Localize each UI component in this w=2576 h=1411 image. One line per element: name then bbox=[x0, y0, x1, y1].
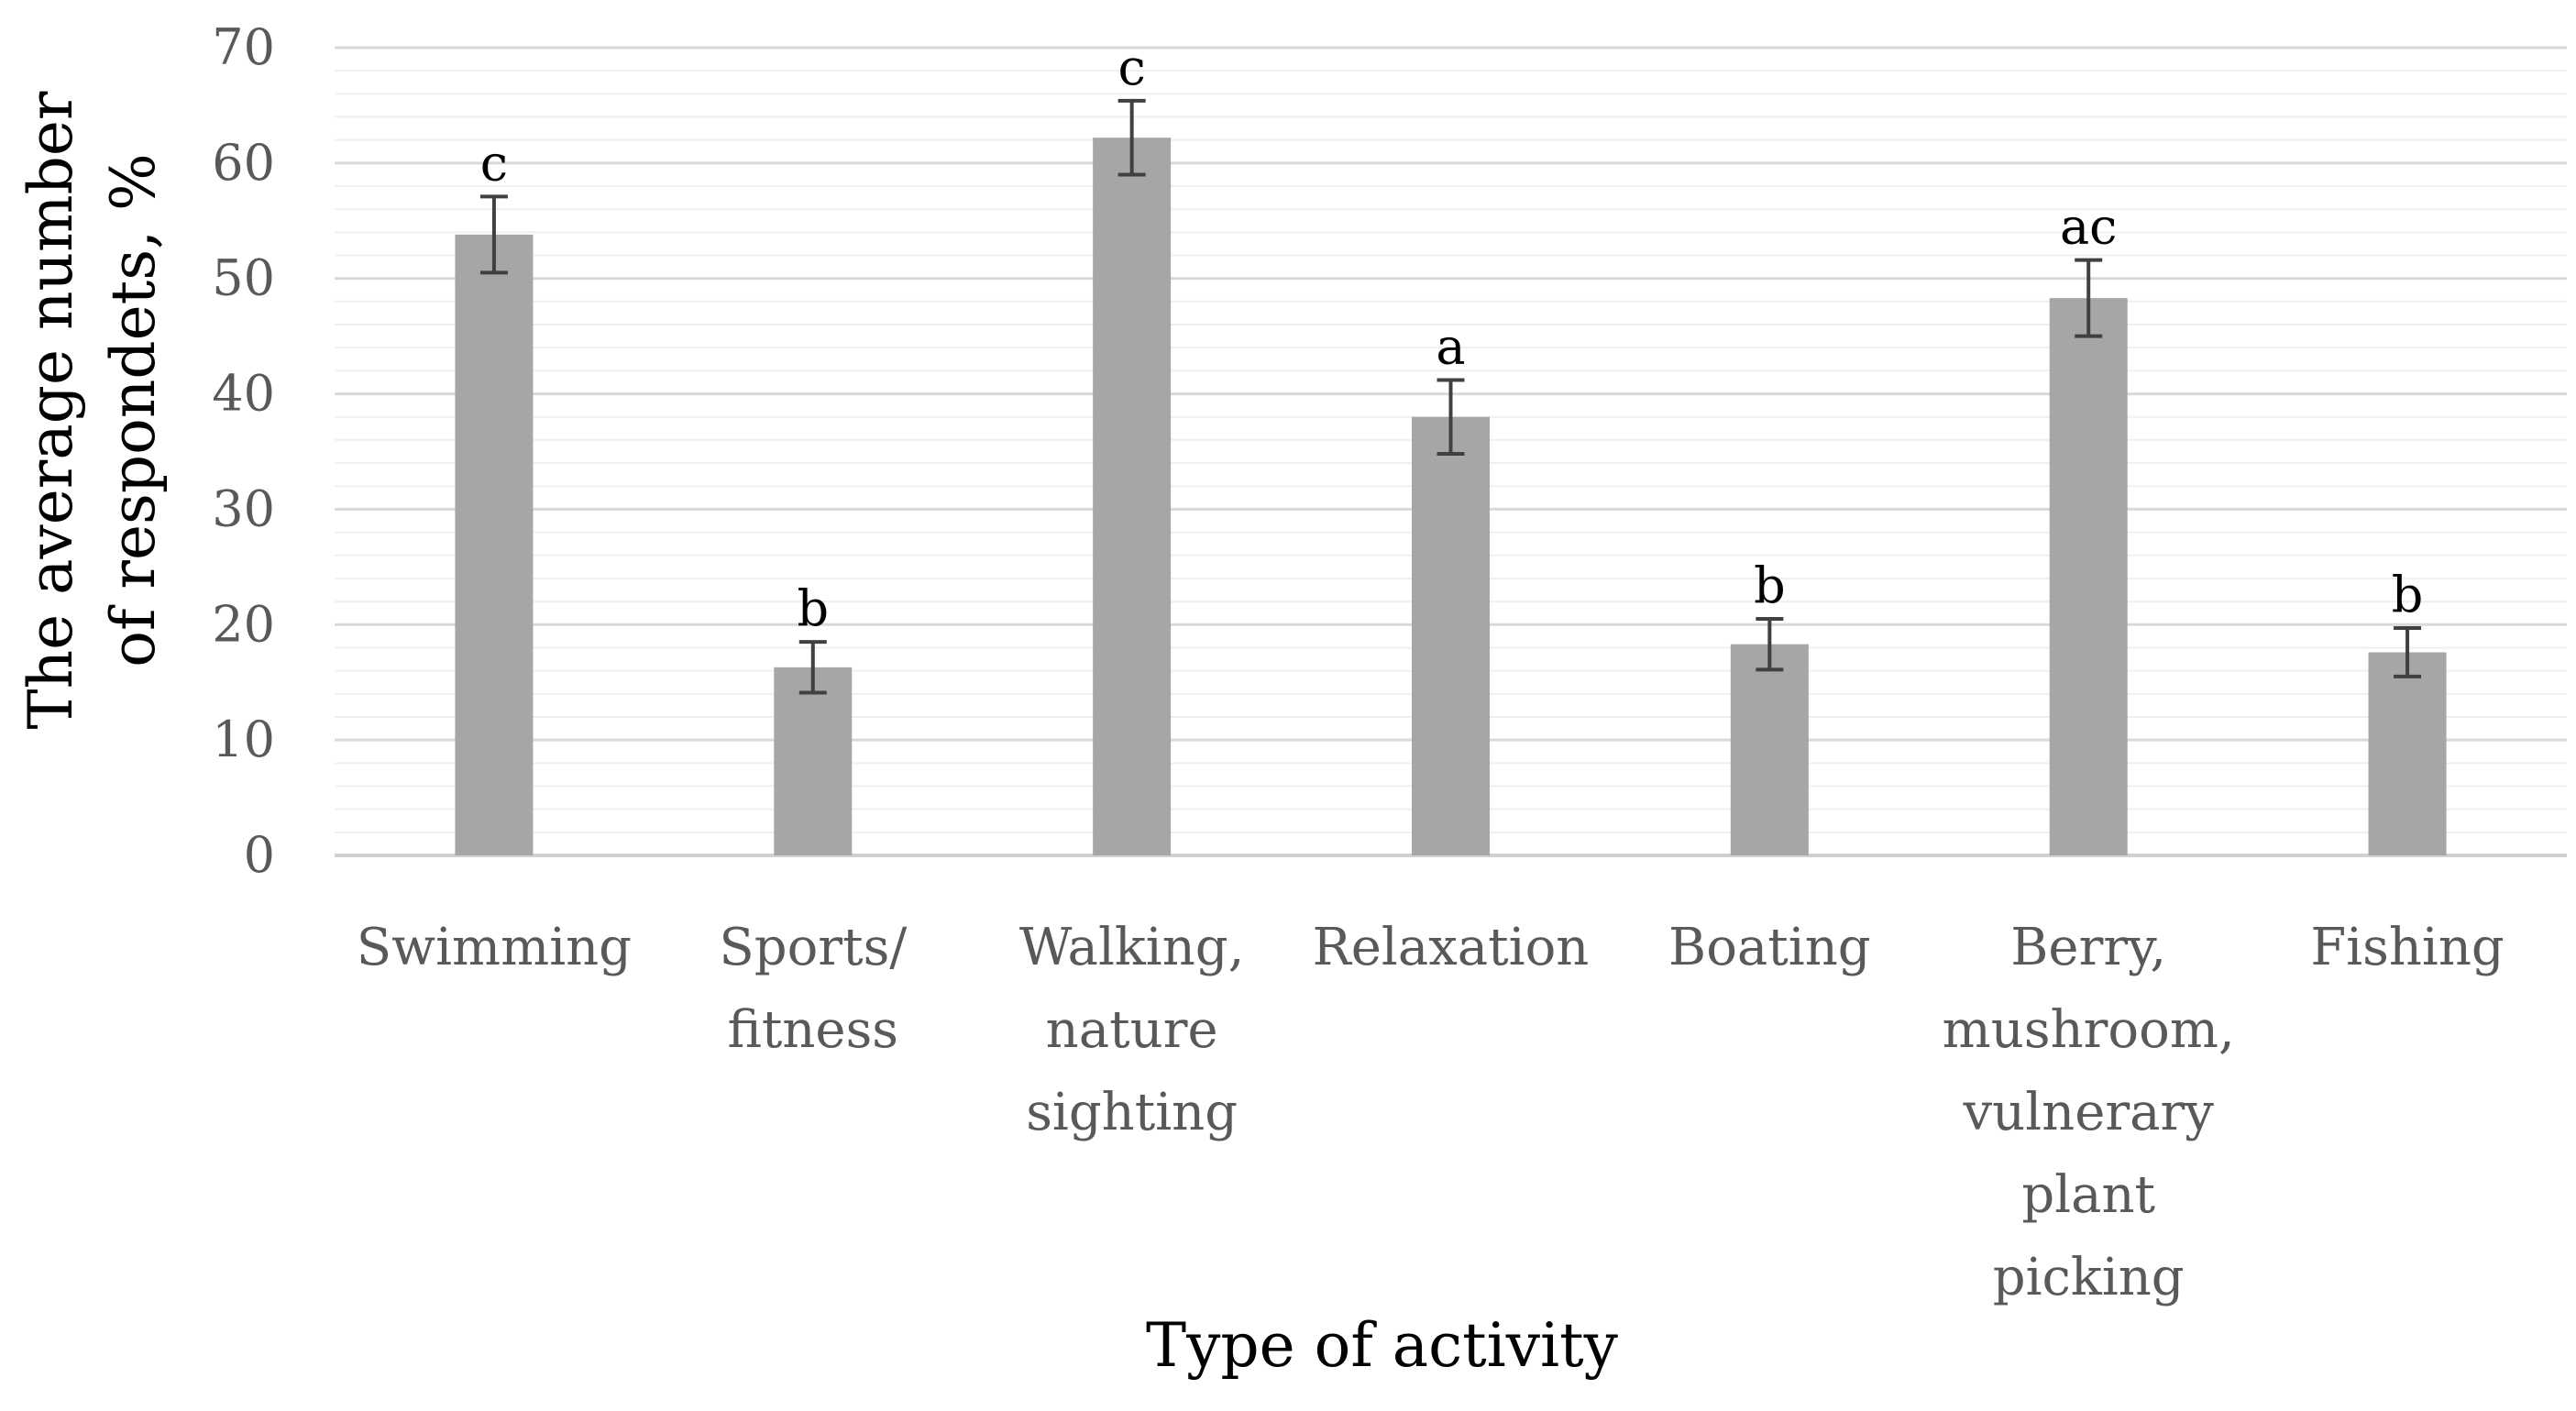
y-tick-label: 70 bbox=[212, 18, 275, 76]
bars-group bbox=[455, 138, 2447, 856]
significance-label: c bbox=[480, 134, 508, 192]
bar bbox=[2049, 298, 2128, 855]
bar bbox=[455, 234, 534, 856]
x-tick-label: Swimming bbox=[357, 918, 632, 977]
significance-labels-group: c b c a b ac b bbox=[480, 39, 2424, 637]
error-bar bbox=[2394, 626, 2422, 678]
significance-label: ac bbox=[2060, 198, 2117, 256]
error-bar bbox=[1117, 98, 1146, 177]
y-tick-label: 20 bbox=[212, 595, 275, 653]
bar bbox=[1730, 644, 1809, 855]
y-tick-label: 40 bbox=[212, 365, 275, 423]
significance-label: b bbox=[2392, 566, 2424, 623]
y-tick-label: 0 bbox=[244, 826, 275, 884]
x-tick-label: Relaxation bbox=[1313, 918, 1590, 977]
y-tick-label: 60 bbox=[212, 134, 275, 192]
bar bbox=[1093, 138, 1172, 855]
x-tick-labels: Swimming Sports/fitness Walking, nature sigh… bbox=[357, 918, 2504, 1307]
error-bars-group bbox=[479, 98, 2422, 695]
significance-label: c bbox=[1118, 39, 1146, 96]
y-tick-label: 50 bbox=[212, 249, 275, 307]
y-tick-label: 30 bbox=[212, 480, 275, 537]
x-tick-label: Boating bbox=[1668, 918, 1871, 977]
y-tick-labels: 0 10 20 30 40 50 60 70 bbox=[212, 18, 275, 884]
error-bar bbox=[2075, 258, 2103, 338]
error-bar bbox=[479, 194, 508, 275]
significance-label: b bbox=[1754, 557, 1786, 614]
error-bar bbox=[798, 640, 827, 695]
x-tick-label: Walking, nature sighting bbox=[1019, 918, 1245, 1142]
bar bbox=[2368, 652, 2447, 855]
x-tick-label: Sports/fitness bbox=[719, 918, 907, 1060]
x-tick-label: Fishing bbox=[2310, 918, 2504, 977]
error-bar bbox=[1756, 616, 1784, 672]
bar bbox=[1412, 416, 1490, 855]
y-tick-label: 10 bbox=[212, 711, 275, 768]
x-axis-title: Type of activity bbox=[1146, 1310, 1619, 1381]
error-bar bbox=[1437, 378, 1465, 457]
significance-label: b bbox=[797, 579, 829, 637]
y-axis-title: The average number of respondets, % bbox=[16, 91, 169, 729]
significance-label: a bbox=[1436, 317, 1465, 375]
bar bbox=[774, 667, 853, 855]
x-tick-label: Berry, mushroom, vulnerary plant picking bbox=[1943, 918, 2235, 1307]
